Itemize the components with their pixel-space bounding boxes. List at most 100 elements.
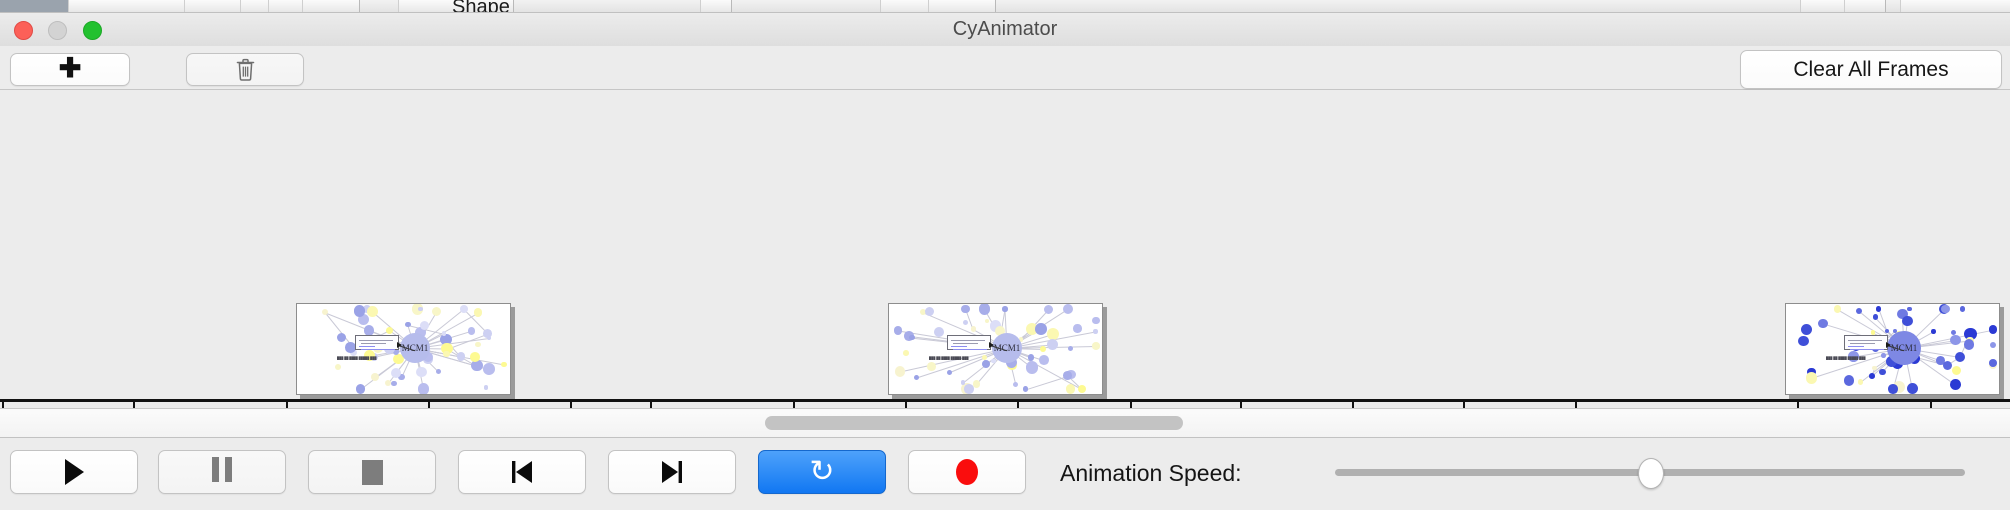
network-node [903,350,909,356]
timeline-panel[interactable]: MCM1 ███ ██ ████ █████ ███ MCM1 ███ ██ ████… [0,90,2010,409]
network-node [1955,352,1966,363]
network-node [1942,360,1952,371]
scrollbar-track[interactable] [0,409,2010,438]
window-title: CyAnimator [952,18,1058,40]
hub-node-label: MCM1 [401,343,429,353]
network-node [418,383,430,394]
annotation-text-line [359,346,375,347]
network-node [1027,354,1034,361]
skip-next-button[interactable] [608,450,736,494]
delete-frame-button[interactable] [186,53,304,86]
network-node [357,313,370,326]
network-node [435,368,442,375]
axis-tick-major [2,402,4,408]
background-app-strip: Shape [0,0,2010,13]
network-node [1006,357,1018,369]
network-node [334,364,341,371]
frame-thumbnail[interactable]: MCM1 ███ ██ ████ █████ ███ [1785,303,2000,395]
play-button[interactable] [10,450,138,494]
network-node [418,306,424,312]
network-node [367,306,379,318]
plus-icon: ✚ [58,53,82,83]
axis-tick-major [1017,402,1019,408]
network-node [1872,314,1879,320]
pause-button[interactable] [158,450,286,494]
annotation-caption: ███ ██ ████ █████ ███ [929,356,969,360]
axis-tick-minor [428,402,430,408]
add-frame-button[interactable]: ✚ [10,53,130,86]
axis-tick-minor [650,402,652,408]
clear-all-frames-button[interactable]: Clear All Frames [1740,50,2002,89]
network-node [440,333,452,346]
minimize-icon[interactable] [48,21,68,40]
network-node [1881,353,1886,358]
network-node [483,385,489,391]
network-node [1907,306,1913,312]
skip-previous-button[interactable] [458,450,586,494]
annotation-arrow-icon [397,342,402,348]
hub-node-label: MCM1 [1890,343,1918,353]
network-node [337,332,347,342]
stop-button[interactable] [308,450,436,494]
scrollbar-thumb[interactable] [765,416,1183,430]
network-node [475,341,481,348]
animation-speed-knob[interactable] [1638,458,1664,489]
annotation-text-line [1850,349,1884,350]
network-node [1870,330,1876,335]
network-node [1888,384,1898,394]
axis-tick-minor [1930,402,1932,408]
network-node [1798,335,1809,347]
network-node [1964,339,1975,350]
network-node [1848,351,1859,362]
network-node [1039,346,1046,352]
network-node [483,328,492,338]
network-node [970,326,976,332]
network-node [1896,308,1908,320]
annotation-arrow-icon [1886,342,1891,348]
annotation-text-line [361,343,386,344]
network-node [404,321,411,328]
network-node [925,306,935,316]
network-node [1931,329,1936,334]
zoom-icon[interactable] [82,21,102,40]
network-node [363,304,372,314]
network-node [1818,318,1829,329]
annotation-box [1844,335,1888,350]
network-node [467,326,476,335]
skip-next-icon [659,459,685,485]
network-node [345,342,356,353]
network-node [926,361,936,371]
network-node [1093,329,1098,334]
record-button[interactable] [908,450,1026,494]
network-node [962,320,968,326]
network-node [1025,361,1039,374]
network-node [1940,304,1950,314]
close-icon[interactable] [14,21,33,40]
network-node [994,326,1006,337]
network-node [470,352,480,362]
network-node [1951,366,1961,376]
loop-button[interactable]: ↻ [758,450,886,494]
frame-thumbnail[interactable]: MCM1 ███ ██ ████ █████ ███ [888,303,1103,395]
background-divider [0,12,2010,13]
skip-previous-icon [509,459,535,485]
network-node [947,369,953,375]
trash-icon [236,58,254,81]
network-node [1073,324,1082,333]
network-node [473,308,483,318]
network-node [459,305,468,313]
loop-icon: ↻ [809,455,835,488]
network-node [456,352,466,361]
network-node [1065,384,1076,394]
axis-tick-minor [905,402,907,408]
annotation-text-line [359,340,393,341]
network-node [1950,335,1961,346]
network-node [1843,375,1854,386]
network-node [1936,355,1946,365]
network-node [501,361,507,368]
network-node [483,363,495,376]
annotation-arrow-icon [989,342,994,348]
frame-thumbnail[interactable]: MCM1 ███ ██ ████ █████ ███ [296,303,511,395]
network-node [1068,345,1074,351]
traffic-lights[interactable] [14,21,113,40]
